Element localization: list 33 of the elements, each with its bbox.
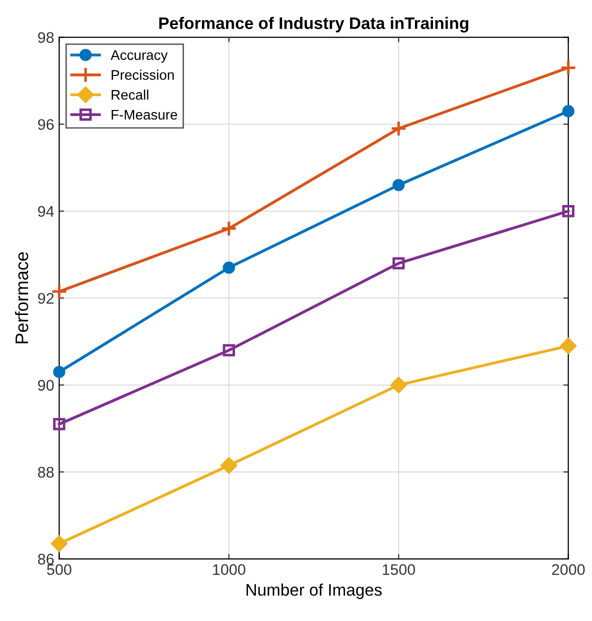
- point: [390, 376, 407, 394]
- point: [51, 536, 68, 552]
- y-tick-label: 94: [38, 206, 54, 217]
- point: [222, 344, 236, 356]
- x-tick-label: 1500: [382, 564, 416, 575]
- y-tick-label: 98: [38, 32, 54, 43]
- y-tick-label: 90: [38, 380, 54, 391]
- legend-label: Recall: [112, 90, 148, 100]
- legend-label: Accuracy: [110, 50, 168, 63]
- y-tick-label: 88: [38, 466, 54, 478]
- point: [392, 257, 405, 270]
- y-tick-label: 92: [38, 292, 54, 304]
- point: [562, 205, 574, 218]
- point: [560, 59, 577, 76]
- y-axis-title: Performace: [14, 252, 28, 344]
- x-axis-title: Number of Images: [246, 584, 382, 600]
- legend-label: F-Measure: [112, 110, 178, 120]
- x-tick-label: 1000: [213, 564, 246, 575]
- legend-label: Precission: [112, 70, 174, 80]
- point: [53, 366, 66, 378]
- x-tick-label: 500: [47, 564, 72, 575]
- y-tick-label: 96: [38, 119, 54, 130]
- y-tick-label: 86: [38, 554, 54, 565]
- x-tick-label: 2000: [552, 564, 585, 575]
- point: [390, 120, 407, 137]
- point: [222, 262, 236, 274]
- point: [392, 178, 405, 192]
- point: [220, 220, 238, 237]
- chart-title: Peformance of Industry Data inTraining: [159, 16, 468, 32]
- point: [562, 105, 574, 118]
- point: [560, 338, 576, 354]
- point: [220, 457, 238, 474]
- point: [53, 418, 66, 430]
